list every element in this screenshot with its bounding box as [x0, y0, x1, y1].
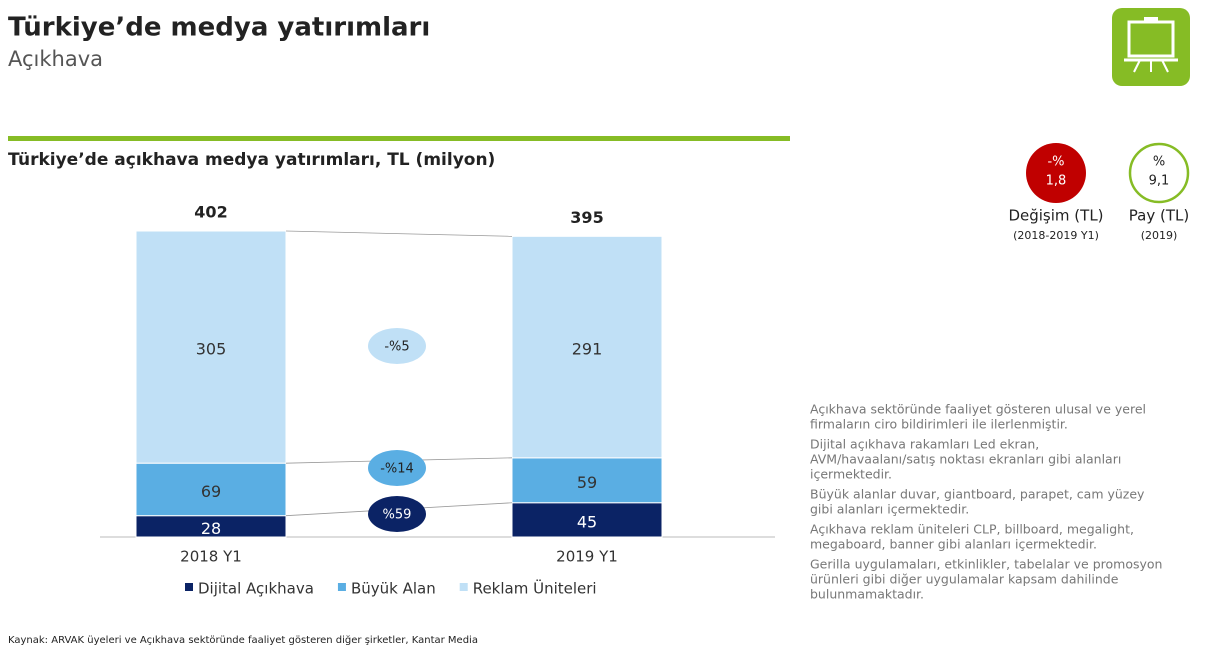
kpi-top: -%: [1047, 155, 1064, 170]
change-bubble: [368, 450, 426, 486]
change-label: -%5: [384, 340, 409, 355]
change-label: %59: [383, 508, 412, 523]
connector: [285, 230, 513, 237]
kpi-value: 9,1: [1149, 174, 1170, 189]
kpi-top: %: [1153, 155, 1165, 170]
bar-segment: [511, 235, 663, 459]
kpi-circle: [1128, 142, 1190, 204]
note-line: Dijital açıkhava rakamları Led ekran,: [810, 437, 1039, 452]
total-label: 395: [570, 208, 603, 227]
note-line: ürünleri gibi diğer uygulamalar kapsam d…: [810, 572, 1119, 587]
bar-segment: [511, 457, 663, 504]
icon: [1112, 8, 1190, 86]
value-label: 45: [577, 512, 597, 531]
kpi-label: Pay (TL): [1129, 207, 1189, 225]
divider: [8, 136, 790, 141]
value-label: 305: [196, 340, 227, 359]
value-label: 291: [572, 340, 603, 359]
note-line: içermektedir.: [810, 467, 892, 482]
page-title: Türkiye’de medya yatırımları: [8, 13, 430, 43]
bar-segment: [135, 230, 287, 464]
note-line: Büyük alanlar duvar, giantboard, parapet…: [810, 487, 1145, 502]
note-line: Açıkhava reklam üniteleri CLP, billboard…: [810, 522, 1134, 537]
bar-segment: [511, 502, 663, 538]
legend-label: Büyük Alan: [351, 580, 436, 598]
chart-title: Türkiye’de açıkhava medya yatırımları, T…: [8, 150, 495, 170]
value-label: 69: [201, 482, 221, 501]
legend-swatch: [337, 583, 346, 591]
legend-label: Reklam Üniteleri: [473, 579, 597, 598]
note-line: megaboard, banner gibi alanları içermekt…: [810, 537, 1097, 552]
kpi-sublabel: (2018-2019 Y1): [1013, 229, 1099, 242]
kpi-label: Değişim (TL): [1008, 207, 1103, 225]
legend-label: Dijital Açıkhava: [198, 580, 314, 598]
note-line: gibi alanları içermektedir.: [810, 502, 969, 517]
source: Kaynak: ARVAK üyeleri ve Açıkhava sektör…: [8, 634, 478, 646]
change-label: -%14: [380, 462, 414, 477]
value-label: 59: [577, 473, 597, 492]
change-bubble: [368, 496, 426, 532]
legend-swatch: [185, 583, 193, 591]
x-tick-label: 2018 Y1: [180, 548, 242, 566]
note-line: bulunmamaktadır.: [810, 587, 924, 602]
total-label: 402: [194, 203, 227, 222]
kpi-sublabel: (2019): [1141, 229, 1178, 242]
bar-segment: [135, 462, 287, 517]
note-line: Açıkhava sektöründe faaliyet gösteren ul…: [810, 402, 1146, 417]
value-label: 28: [201, 519, 221, 538]
kpi-circle: [1026, 143, 1086, 203]
legend-swatch: [459, 583, 468, 591]
change-bubble: [368, 328, 426, 364]
note-line: Gerilla uygulamaları, etkinlikler, tabel…: [810, 557, 1162, 572]
note-line: firmaların ciro bildirimleri ile ilerlen…: [810, 417, 1068, 432]
note-line: AVM/havaalanı/satış noktası ekranları gi…: [810, 452, 1121, 467]
kpi-value: 1,8: [1046, 174, 1067, 189]
page-subtitle: Açıkhava: [8, 47, 103, 71]
x-tick-label: 2019 Y1: [556, 548, 618, 566]
